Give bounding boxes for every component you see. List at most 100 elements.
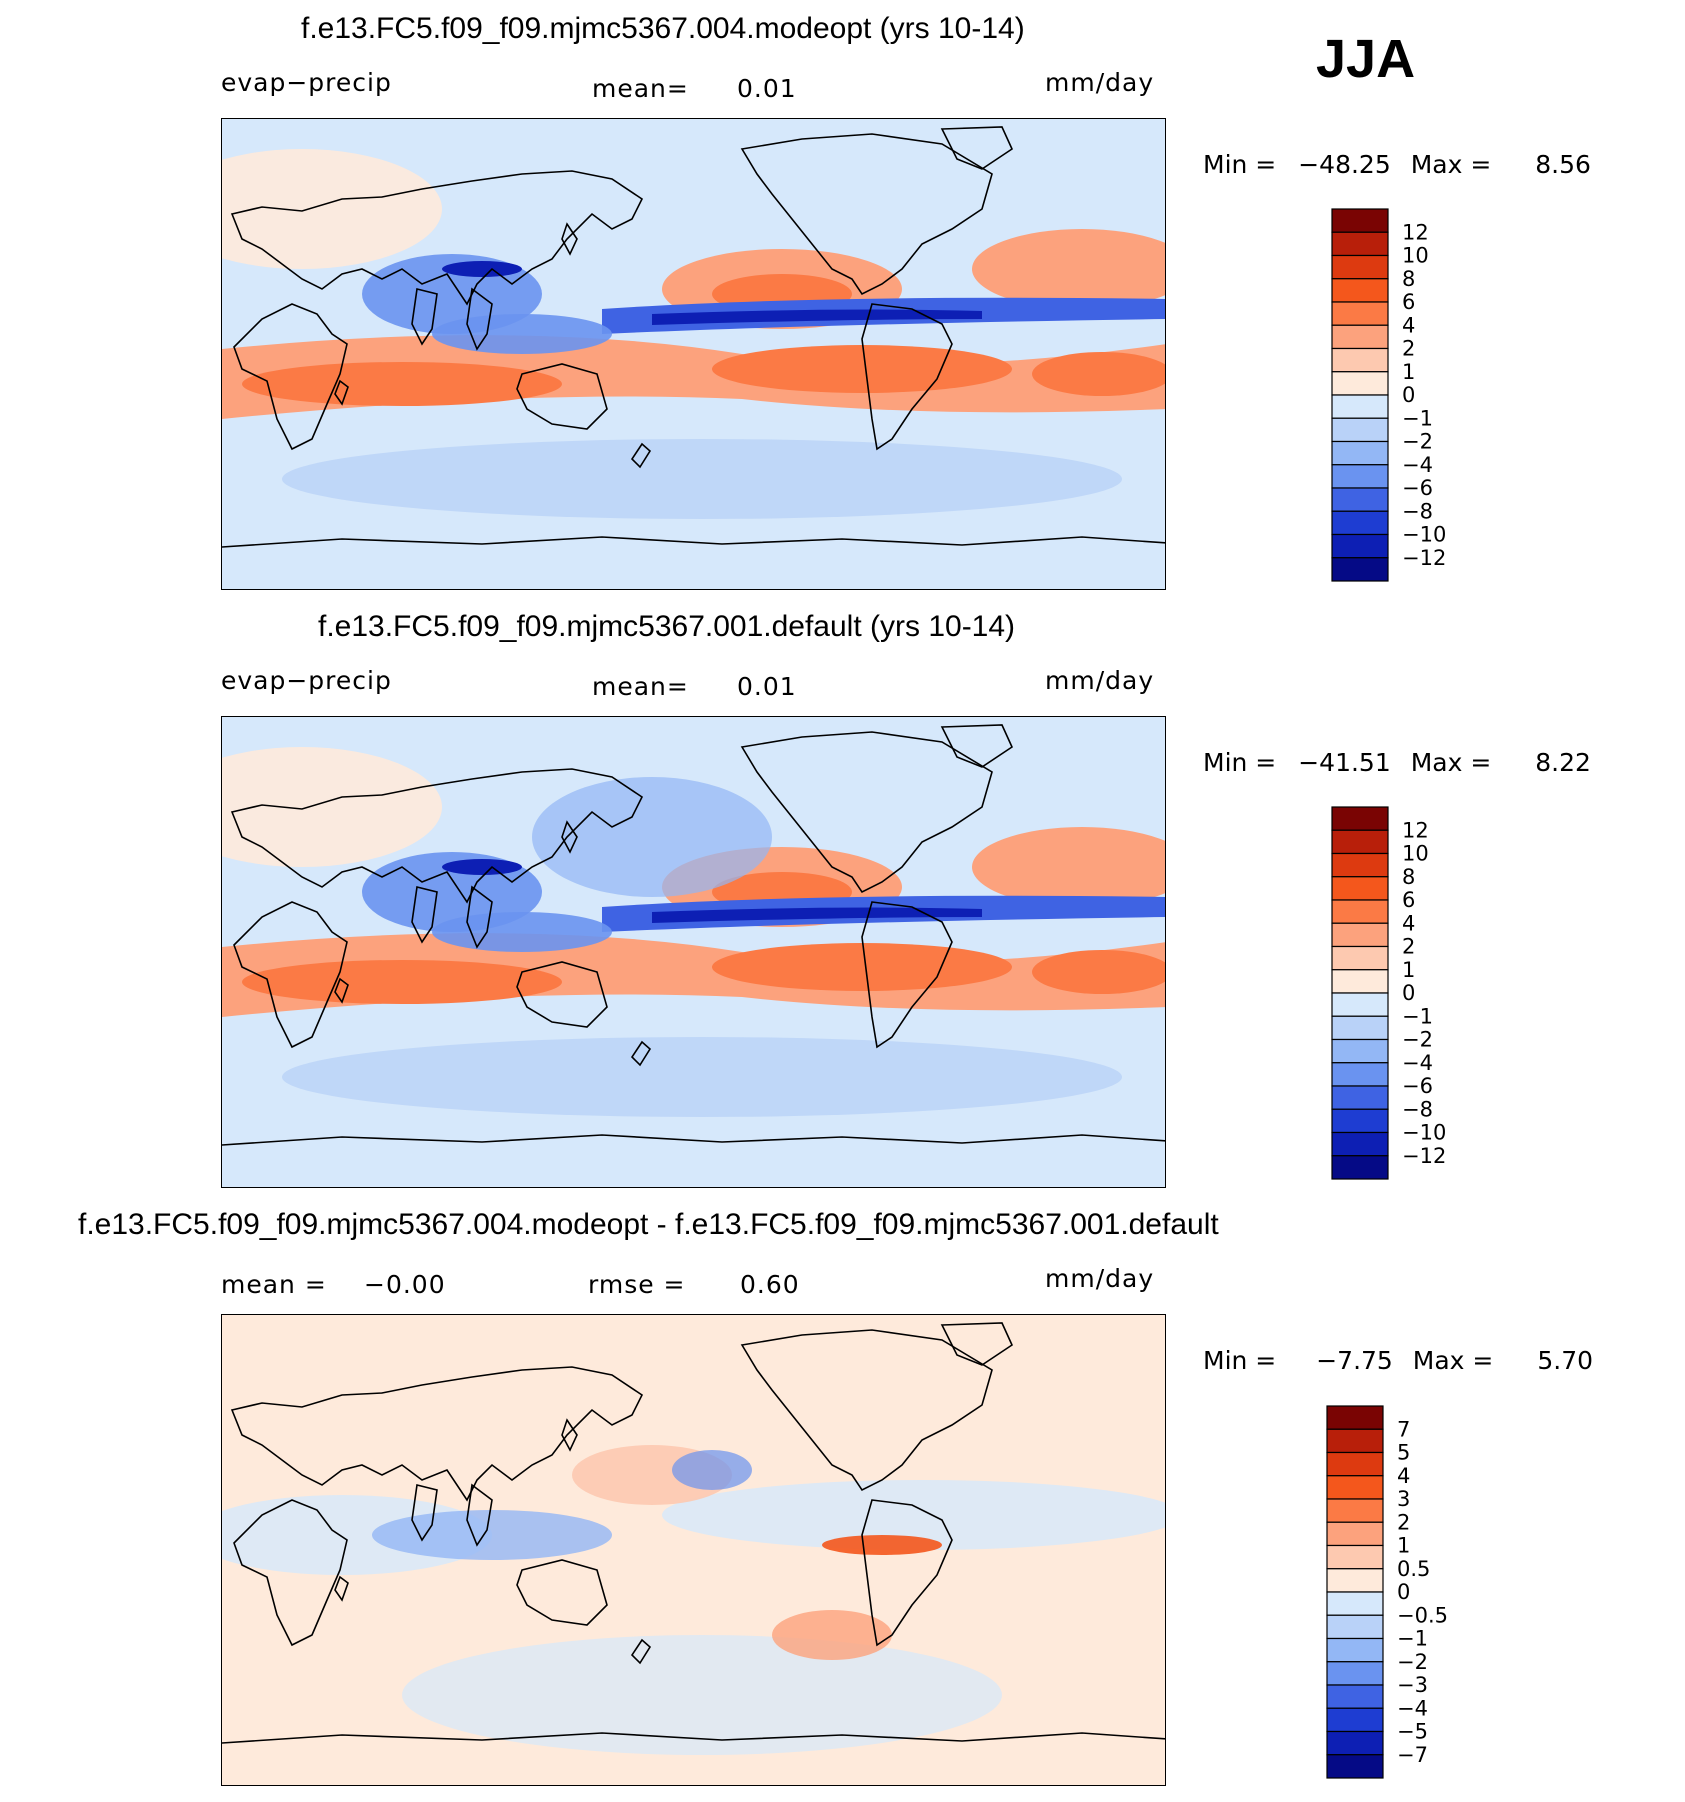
colorbar-swatch: [1326, 1661, 1384, 1686]
colorbar-swatch: [1331, 876, 1389, 901]
mean-label: mean=: [592, 672, 689, 701]
field-contour: [242, 362, 562, 406]
colorbar-tick-label: 8: [1402, 865, 1415, 889]
colorbar-swatch: [1331, 992, 1389, 1017]
colorbar-tick-label: −3: [1397, 1673, 1428, 1697]
map-field: [221, 716, 1166, 1188]
colorbar-swatch: [1331, 464, 1389, 489]
min-label: Min =: [1203, 150, 1277, 179]
colorbar-tick-label: −4: [1402, 1051, 1433, 1075]
mean-value: 0.01: [737, 74, 797, 103]
colorbar-swatch: [1331, 829, 1389, 855]
colorbar-swatch: [1331, 231, 1389, 257]
units-label: mm/day: [1045, 1264, 1155, 1293]
colorbar-tick-label: −8: [1402, 499, 1433, 523]
colorbar-swatch: [1331, 254, 1389, 280]
colorbar-tick-label: −10: [1402, 1121, 1446, 1145]
colorbar-tick-label: −12: [1402, 1144, 1446, 1168]
colorbar-swatch: [1326, 1591, 1384, 1616]
rmse-label: rmse =: [588, 1270, 686, 1299]
field-contour: [222, 149, 442, 269]
field-contour: [662, 1480, 1165, 1550]
colorbar-swatch: [1331, 1155, 1389, 1180]
colorbar-swatch: [1331, 1108, 1389, 1134]
field-contour: [772, 1610, 892, 1660]
field-contour: [712, 943, 1012, 991]
colorbar-tick-label: −1: [1397, 1627, 1428, 1651]
colorbar-swatch: [1331, 899, 1389, 924]
colorbar-tick-label: 12: [1402, 220, 1429, 244]
colorbar-swatch: [1331, 301, 1389, 326]
field-contour: [972, 229, 1165, 309]
colorbar-swatch: [1331, 1038, 1389, 1064]
colorbar-tick-label: 6: [1402, 290, 1415, 314]
field-contour: [822, 1535, 942, 1555]
colorbar: 7 5 4 3 2 1 0.5 0 −0.5 −1 −2 −3 −4 −5 −7: [1326, 1405, 1448, 1779]
field-contour: [402, 1635, 1002, 1755]
mean-label: mean =: [221, 1270, 327, 1299]
colorbar-swatch: [1331, 510, 1389, 536]
colorbar-swatch: [1326, 1637, 1384, 1663]
colorbar-swatch: [1326, 1614, 1384, 1640]
colorbar-swatch: [1331, 1085, 1389, 1110]
colorbar-tick-label: 1: [1397, 1534, 1410, 1558]
variable-label: evap−precip: [221, 666, 392, 695]
field-contour: [222, 529, 1165, 589]
colorbar-swatch: [1331, 922, 1389, 948]
colorbar-tick-label: −2: [1402, 430, 1433, 454]
colorbar-swatch: [1331, 208, 1389, 233]
colorbar-swatch: [1331, 557, 1389, 582]
colorbar-tick-label: −4: [1402, 453, 1433, 477]
colorbar-tick-label: 2: [1402, 935, 1415, 959]
colorbar-tick-label: 12: [1402, 818, 1429, 842]
units-label: mm/day: [1045, 68, 1155, 97]
field-contour: [222, 1127, 1165, 1187]
colorbar-tick-label: −5: [1397, 1720, 1428, 1744]
colorbar-tick-label: −2: [1397, 1650, 1428, 1674]
colorbar-tick-label: −6: [1402, 1074, 1433, 1098]
field-contour: [242, 960, 562, 1004]
colorbar-swatch: [1326, 1544, 1384, 1570]
max-value: 8.22: [1535, 748, 1591, 777]
field-contour: [652, 907, 982, 923]
colorbar-tick-label: 0: [1402, 981, 1415, 1005]
colorbar-swatch: [1331, 1062, 1389, 1087]
field-contour: [672, 1450, 752, 1490]
colorbar-tick-label: −8: [1402, 1097, 1433, 1121]
colorbar-swatch: [1331, 852, 1389, 878]
colorbar-tick-label: 0: [1397, 1580, 1410, 1604]
colorbar-swatch: [1331, 394, 1389, 419]
colorbar-swatch: [1331, 440, 1389, 466]
colorbar-swatch: [1326, 1730, 1384, 1756]
colorbar-tick-label: 10: [1402, 244, 1429, 268]
colorbar-tick-label: 4: [1402, 911, 1415, 935]
colorbar-tick-label: 10: [1402, 842, 1429, 866]
colorbar-swatch: [1331, 969, 1389, 994]
max-label: Max =: [1410, 748, 1492, 777]
colorbar-tick-label: 7: [1397, 1417, 1410, 1441]
min-max-readout: Min = −48.25 Max = 8.56: [1203, 150, 1591, 179]
max-label: Max =: [1410, 150, 1492, 179]
field-contour: [282, 1037, 1122, 1117]
colorbar-swatch: [1331, 945, 1389, 971]
map-field: [221, 118, 1166, 590]
colorbar-tick-label: −1: [1402, 1004, 1433, 1028]
colorbar-tick-label: 8: [1402, 267, 1415, 291]
colorbar-swatch: [1326, 1684, 1384, 1709]
colorbar-swatch: [1326, 1428, 1384, 1454]
season-label: JJA: [1316, 29, 1416, 89]
colorbar-tick-label: 0: [1402, 383, 1415, 407]
units-label: mm/day: [1045, 666, 1155, 695]
colorbar-tick-label: −4: [1397, 1696, 1428, 1720]
colorbar-tick-label: −0.5: [1397, 1603, 1448, 1627]
colorbar-swatch: [1326, 1707, 1384, 1733]
colorbar-swatch: [1331, 533, 1389, 559]
colorbar: 12 10 8 6 4 2 1 0 −1 −2 −4 −6 −8 −10 −12: [1331, 806, 1446, 1180]
colorbar-tick-label: 2: [1402, 337, 1415, 361]
field-contour: [1032, 352, 1165, 396]
colorbar-swatch: [1331, 324, 1389, 350]
colorbar-tick-label: 5: [1397, 1441, 1410, 1465]
colorbar-tick-label: 0.5: [1397, 1557, 1430, 1581]
colorbar-tick-label: 4: [1397, 1464, 1410, 1488]
panel-title: f.e13.FC5.f09_f09.mjmc5367.004.modeopt -…: [78, 1208, 1219, 1241]
